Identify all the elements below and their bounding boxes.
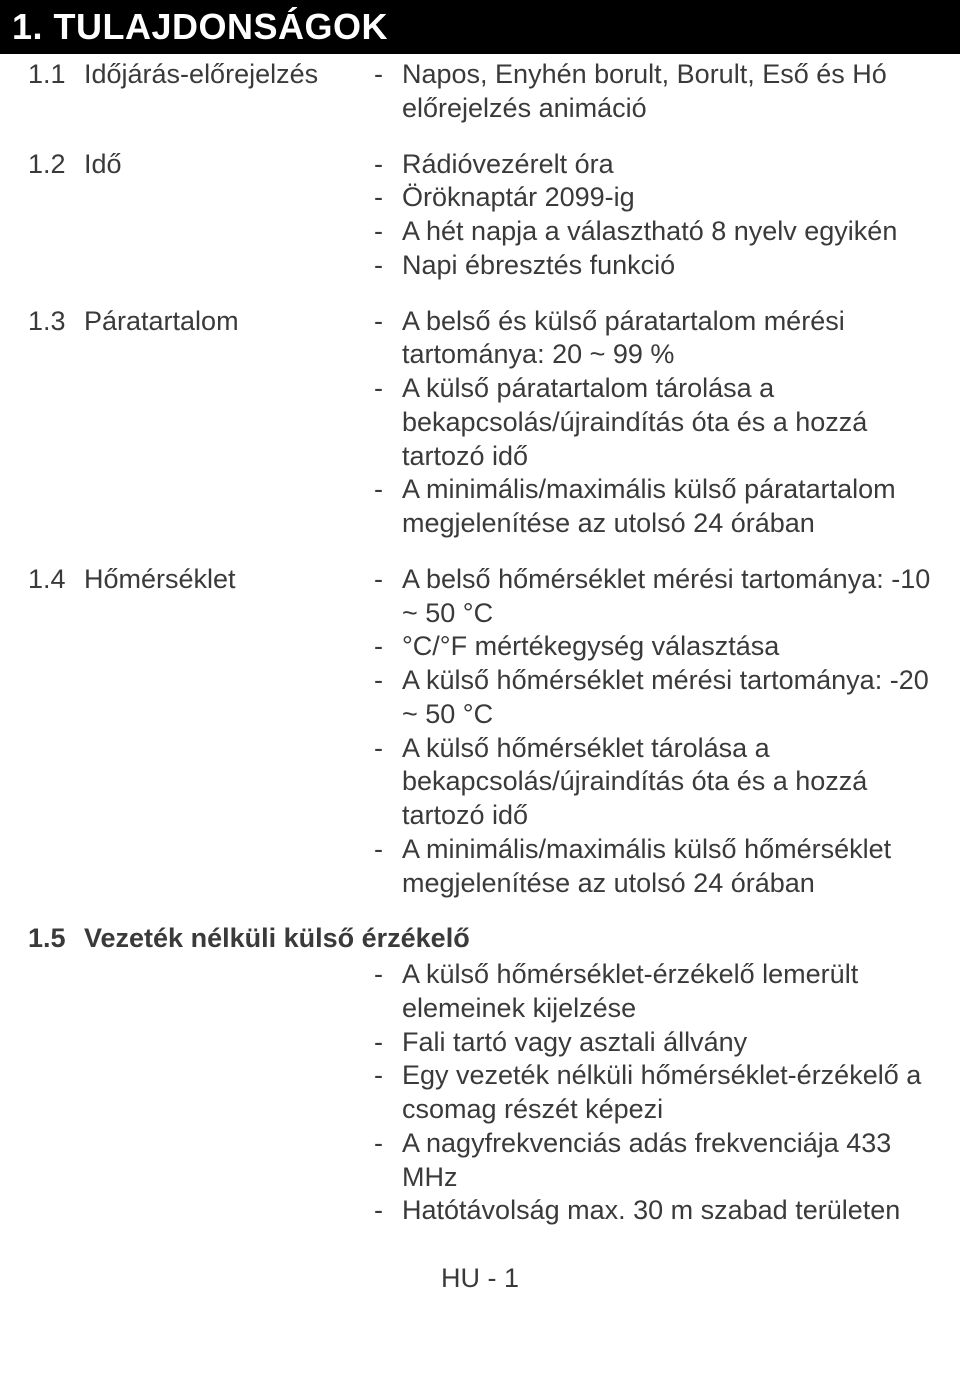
dash-icon: - xyxy=(374,1194,402,1228)
section-label: Vezeték nélküli külső érzékelő xyxy=(84,922,470,956)
list-text: A minimális/maximális külső páratartalom… xyxy=(402,473,932,541)
list-text: Fali tartó vagy asztali állvány xyxy=(402,1026,932,1060)
section-label: Időjárás-előrejelzés xyxy=(84,58,374,126)
list-text: A külső páratartalom tárolása a bekapcso… xyxy=(402,372,932,473)
list-item: - °C/°F mértékegység választása xyxy=(374,630,932,664)
section-1-2: 1.2 Idő - Rádióvezérelt óra - Öröknaptár… xyxy=(28,148,932,283)
section-1-4: 1.4 Hőmérséklet - A belső hőmérséklet mé… xyxy=(28,563,932,901)
dash-icon: - xyxy=(374,630,402,664)
section-heading: 1. TULAJDONSÁGOK xyxy=(0,0,960,54)
list-text: A külső hőmérséklet tárolása a bekapcsol… xyxy=(402,732,932,833)
list-item: - A külső hőmérséklet tárolása a bekapcs… xyxy=(374,732,932,833)
dash-icon: - xyxy=(374,249,402,283)
section-body: - Rádióvezérelt óra - Öröknaptár 2099-ig… xyxy=(374,148,932,283)
dash-icon: - xyxy=(374,1059,402,1093)
section-label: Idő xyxy=(84,148,374,283)
list-item: - Hatótávolság max. 30 m szabad területe… xyxy=(374,1194,932,1228)
section-label: Páratartalom xyxy=(84,305,374,541)
section-number: 1.4 xyxy=(28,563,84,901)
list-text: A minimális/maximális külső hőmérséklet … xyxy=(402,833,932,901)
list-item: - Napos, Enyhén borult, Borult, Eső és H… xyxy=(374,58,932,126)
dash-icon: - xyxy=(374,958,402,992)
section-body: - Napos, Enyhén borult, Borult, Eső és H… xyxy=(374,58,932,126)
dash-icon: - xyxy=(374,833,402,867)
dash-icon: - xyxy=(374,1127,402,1161)
section-1-5: 1.5 Vezeték nélküli külső érzékelő - A k… xyxy=(28,922,932,1228)
section-number: 1.5 xyxy=(28,922,84,956)
section-1-1: 1.1 Időjárás-előrejelzés - Napos, Enyhén… xyxy=(28,58,932,126)
list-item: - A külső hőmérséklet-érzékelő lemerült … xyxy=(374,958,932,1026)
dash-icon: - xyxy=(374,473,402,507)
footer-text: HU - 1 xyxy=(441,1263,519,1293)
page-footer: HU - 1 xyxy=(28,1250,932,1296)
section-head: 1.5 Vezeték nélküli külső érzékelő xyxy=(28,922,932,956)
list-item: - Egy vezeték nélküli hőmérséklet-érzéke… xyxy=(374,1059,932,1127)
list-text: A belső hőmérséklet mérési tartománya: -… xyxy=(402,563,932,631)
heading-text: 1. TULAJDONSÁGOK xyxy=(12,6,388,47)
list-item: - A külső páratartalom tárolása a bekapc… xyxy=(374,372,932,473)
list-item: - A minimális/maximális külső páratartal… xyxy=(374,473,932,541)
page: 1. TULAJDONSÁGOK 1.1 Időjárás-előrejelzé… xyxy=(0,0,960,1391)
list-text: Napos, Enyhén borult, Borult, Eső és Hó … xyxy=(402,58,932,126)
section-number: 1.3 xyxy=(28,305,84,541)
list-text: A belső és külső páratartalom mérési tar… xyxy=(402,305,932,373)
list-text: A nagyfrekvenciás adás frekvenciája 433 … xyxy=(402,1127,932,1195)
dash-icon: - xyxy=(374,305,402,339)
list-item: - Öröknaptár 2099-ig xyxy=(374,181,932,215)
list-text: Napi ébresztés funkció xyxy=(402,249,932,283)
list-text: °C/°F mértékegység választása xyxy=(402,630,932,664)
list-text: A külső hőmérséklet mérési tartománya: -… xyxy=(402,664,932,732)
dash-icon: - xyxy=(374,664,402,698)
list-item: - A nagyfrekvenciás adás frekvenciája 43… xyxy=(374,1127,932,1195)
list-item: - A belső és külső páratartalom mérési t… xyxy=(374,305,932,373)
dash-icon: - xyxy=(374,148,402,182)
list-text: Egy vezeték nélküli hőmérséklet-érzékelő… xyxy=(402,1059,932,1127)
list-text: Rádióvezérelt óra xyxy=(402,148,932,182)
dash-icon: - xyxy=(374,732,402,766)
list-text: A hét napja a választható 8 nyelv egyiké… xyxy=(402,215,932,249)
dash-icon: - xyxy=(374,215,402,249)
section-body: - A belső hőmérséklet mérési tartománya:… xyxy=(374,563,932,901)
dash-icon: - xyxy=(374,563,402,597)
section-number: 1.2 xyxy=(28,148,84,283)
list-item: - Napi ébresztés funkció xyxy=(374,249,932,283)
section-body: - A belső és külső páratartalom mérési t… xyxy=(374,305,932,541)
list-item: - A külső hőmérséklet mérési tartománya:… xyxy=(374,664,932,732)
dash-icon: - xyxy=(374,372,402,406)
list-text: Hatótávolság max. 30 m szabad területen xyxy=(402,1194,932,1228)
dash-icon: - xyxy=(374,1026,402,1060)
list-item: - Fali tartó vagy asztali állvány xyxy=(374,1026,932,1060)
list-item: - Rádióvezérelt óra xyxy=(374,148,932,182)
section-number: 1.1 xyxy=(28,58,84,126)
list-item: - A hét napja a választható 8 nyelv egyi… xyxy=(374,215,932,249)
list-item: - A minimális/maximális külső hőmérsékle… xyxy=(374,833,932,901)
list-text: A külső hőmérséklet-érzékelő lemerült el… xyxy=(402,958,932,1026)
list-item: - A belső hőmérséklet mérési tartománya:… xyxy=(374,563,932,631)
list-text: Öröknaptár 2099-ig xyxy=(402,181,932,215)
dash-icon: - xyxy=(374,58,402,92)
section-body: - A külső hőmérséklet-érzékelő lemerült … xyxy=(28,958,932,1228)
section-label: Hőmérséklet xyxy=(84,563,374,901)
dash-icon: - xyxy=(374,181,402,215)
content-block: 1.1 Időjárás-előrejelzés - Napos, Enyhén… xyxy=(0,54,960,1296)
section-1-3: 1.3 Páratartalom - A belső és külső pára… xyxy=(28,305,932,541)
